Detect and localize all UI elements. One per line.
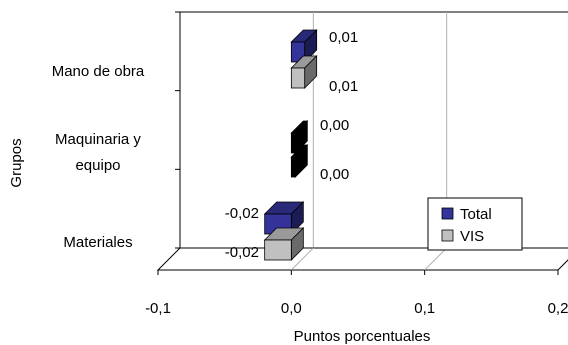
- bar-vis-2: [263, 227, 305, 261]
- category-label: Maquinaria y: [55, 131, 141, 148]
- bar-vis-1: [290, 144, 309, 178]
- chart-labels: 0,01 0,01 0,00 0,00 -0,02 -0,02: [225, 29, 358, 261]
- data-label: 0,01: [329, 78, 358, 95]
- chart-axes: -0,1 0,0 0,1 0,2 Puntos porcentuales Grupos Ma…: [8, 11, 568, 345]
- bar-total-2: [263, 201, 305, 235]
- category-label: Mano de obra: [52, 63, 145, 80]
- bar-total-0: [290, 29, 318, 63]
- legend-swatch: [441, 229, 454, 242]
- legend-entry: Total: [460, 206, 492, 223]
- category-label: equipo: [75, 157, 120, 174]
- x-tick-label: -0,1: [145, 300, 171, 317]
- data-label: 0,00: [320, 166, 349, 183]
- legend-entry: VIS: [460, 228, 484, 245]
- x-tick-label: 0,1: [414, 300, 435, 317]
- bar-total-1: [290, 120, 309, 154]
- legend-swatch: [441, 207, 454, 220]
- floor-gridline: [424, 247, 448, 271]
- floor-gridline: [290, 247, 314, 271]
- y-axis-title: Grupos: [8, 138, 25, 187]
- category-label: Materiales: [63, 234, 132, 251]
- data-label: 0,01: [329, 29, 358, 46]
- data-label: -0,02: [225, 205, 259, 222]
- x-tick-label: 0,0: [281, 300, 302, 317]
- bar-vis-0: [290, 55, 318, 89]
- data-label: 0,00: [320, 117, 349, 134]
- chart-legend: Total VIS: [427, 197, 523, 251]
- plot-floor: [156, 247, 568, 271]
- data-label: -0,02: [225, 244, 259, 261]
- x-tick-label: 0,2: [548, 300, 568, 317]
- chart-bars: [263, 29, 318, 261]
- x-axis-title: Puntos porcentuales: [294, 328, 431, 345]
